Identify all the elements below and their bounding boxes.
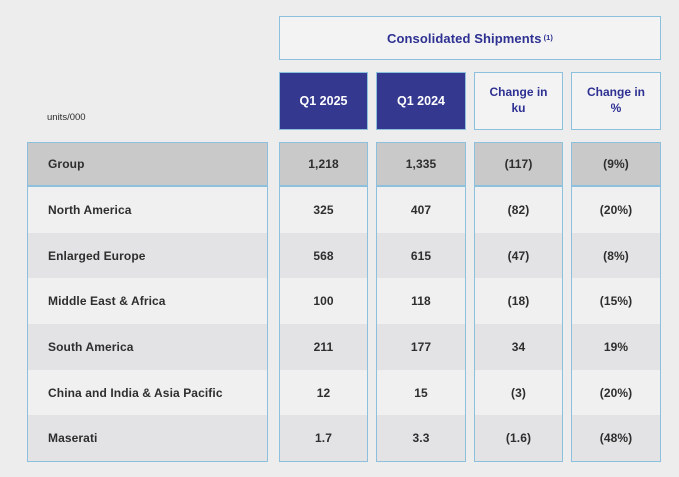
row-label-enlarged-europe: Enlarged Europe: [28, 232, 267, 279]
column-header-change-pct: Change in %: [571, 72, 661, 130]
cell-china-india-asia-pacific-q1-2025: 12: [280, 369, 367, 416]
cell-middle-east-africa-q1-2024: 118: [377, 278, 465, 325]
column-header-q1-2024: Q1 2024: [376, 72, 466, 130]
label-column: Group North America Enlarged Europe Midd…: [27, 142, 268, 462]
cell-group-change-ku: (117): [475, 143, 562, 187]
table-title: Consolidated Shipments: [386, 30, 542, 46]
row-label-middle-east-africa: Middle East & Africa: [28, 278, 267, 325]
cell-south-america-change-pct: 19%: [572, 324, 660, 370]
cell-enlarged-europe-q1-2025: 568: [280, 232, 367, 279]
row-label-north-america: North America: [28, 187, 267, 233]
cell-enlarged-europe-q1-2024: 615: [377, 232, 465, 279]
column-change-pct: (9%) (20%) (8%) (15%) 19% (20%) (48%): [571, 142, 661, 462]
cell-maserati-q1-2025: 1.7: [280, 415, 367, 462]
column-q1-2025: 1,218 325 568 100 211 12 1.7: [279, 142, 368, 462]
cell-middle-east-africa-q1-2025: 100: [280, 278, 367, 325]
cell-maserati-change-pct: (48%): [572, 415, 660, 462]
cell-middle-east-africa-change-pct: (15%): [572, 278, 660, 325]
cell-enlarged-europe-change-ku: (47): [475, 232, 562, 279]
row-label-china-india-asia-pacific: China and India & Asia Pacific: [28, 369, 267, 416]
cell-north-america-change-pct: (20%): [572, 187, 660, 233]
cell-group-q1-2024: 1,335: [377, 143, 465, 187]
cell-north-america-change-ku: (82): [475, 187, 562, 233]
units-note: units/000: [47, 112, 86, 123]
column-header-change-ku: Change in ku: [474, 72, 563, 130]
table-title-box: Consolidated Shipments (1): [279, 16, 661, 60]
cell-middle-east-africa-change-ku: (18): [475, 278, 562, 325]
cell-china-india-asia-pacific-q1-2024: 15: [377, 369, 465, 416]
column-change-ku: (117) (82) (47) (18) 34 (3) (1.6): [474, 142, 563, 462]
footnote-marker: (1): [543, 32, 554, 42]
cell-china-india-asia-pacific-change-pct: (20%): [572, 369, 660, 416]
row-label-south-america: South America: [28, 324, 267, 370]
row-label-maserati: Maserati: [28, 415, 267, 462]
cell-maserati-q1-2024: 3.3: [377, 415, 465, 462]
cell-china-india-asia-pacific-change-ku: (3): [475, 369, 562, 416]
cell-north-america-q1-2025: 325: [280, 187, 367, 233]
cell-south-america-change-ku: 34: [475, 324, 562, 370]
cell-maserati-change-ku: (1.6): [475, 415, 562, 462]
cell-group-q1-2025: 1,218: [280, 143, 367, 187]
cell-south-america-q1-2024: 177: [377, 324, 465, 370]
column-q1-2024: 1,335 407 615 118 177 15 3.3: [376, 142, 466, 462]
row-label-group: Group: [28, 143, 267, 187]
column-header-q1-2025: Q1 2025: [279, 72, 368, 130]
cell-enlarged-europe-change-pct: (8%): [572, 232, 660, 279]
cell-north-america-q1-2024: 407: [377, 187, 465, 233]
cell-south-america-q1-2025: 211: [280, 324, 367, 370]
cell-group-change-pct: (9%): [572, 143, 660, 187]
